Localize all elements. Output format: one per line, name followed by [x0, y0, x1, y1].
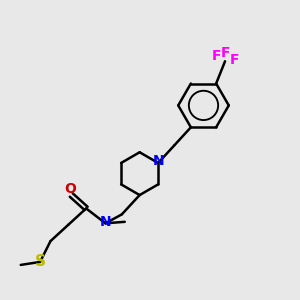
Text: O: O	[64, 182, 76, 196]
Text: S: S	[34, 254, 46, 269]
Text: F: F	[212, 49, 221, 63]
Text: N: N	[100, 215, 111, 229]
Text: N: N	[152, 154, 164, 169]
Text: F: F	[230, 53, 239, 67]
Text: F: F	[220, 46, 230, 60]
